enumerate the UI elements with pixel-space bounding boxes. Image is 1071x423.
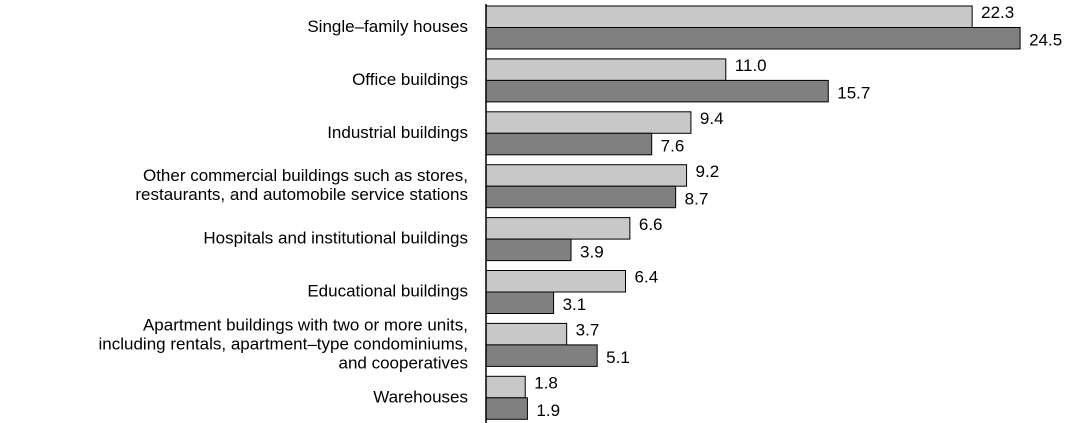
bar: [485, 58, 727, 81]
value-label: 1.8: [534, 374, 558, 393]
value-label: 24.5: [1029, 31, 1062, 50]
category-label: restaurants, and automobile service stat…: [135, 185, 468, 204]
bar: [485, 164, 688, 187]
category-label: Warehouses: [373, 387, 468, 406]
bar: [485, 397, 528, 420]
category-label: Hospitals and institutional buildings: [203, 229, 468, 248]
value-label: 3.1: [563, 295, 587, 314]
category-label: Other commercial buildings such as store…: [143, 166, 468, 185]
bar: [485, 238, 572, 262]
bar: [485, 270, 627, 293]
value-label: 6.6: [639, 215, 663, 234]
value-label: 7.6: [661, 137, 685, 156]
bar: [485, 217, 631, 240]
bar: [485, 322, 568, 346]
value-label: 9.4: [700, 109, 724, 128]
bar: [485, 344, 598, 367]
category-label: and cooperatives: [339, 353, 468, 372]
bar: [485, 291, 555, 314]
value-label: 15.7: [837, 84, 870, 103]
value-label: 3.9: [580, 242, 604, 261]
category-label: Office buildings: [352, 70, 468, 89]
value-label: 6.4: [635, 268, 659, 287]
category-label: including rentals, apartment–type condom…: [99, 334, 468, 353]
value-label: 1.9: [536, 401, 560, 420]
bar: [485, 27, 1021, 50]
value-label: 8.7: [685, 189, 709, 208]
bar: [485, 185, 677, 209]
bar: [485, 79, 829, 103]
value-label: 22.3: [981, 3, 1014, 22]
bar: [485, 132, 653, 156]
value-label: 3.7: [576, 321, 600, 340]
bar: [485, 111, 692, 134]
category-label: Industrial buildings: [327, 123, 468, 142]
bar: [485, 375, 526, 399]
bar: [485, 5, 973, 28]
value-label: 5.1: [606, 348, 630, 367]
category-label: Educational buildings: [307, 281, 468, 300]
value-label: 9.2: [696, 162, 720, 181]
category-label: Apartment buildings with two or more uni…: [143, 315, 468, 334]
value-label: 11.0: [735, 56, 767, 75]
category-label: Single–family houses: [307, 17, 468, 36]
